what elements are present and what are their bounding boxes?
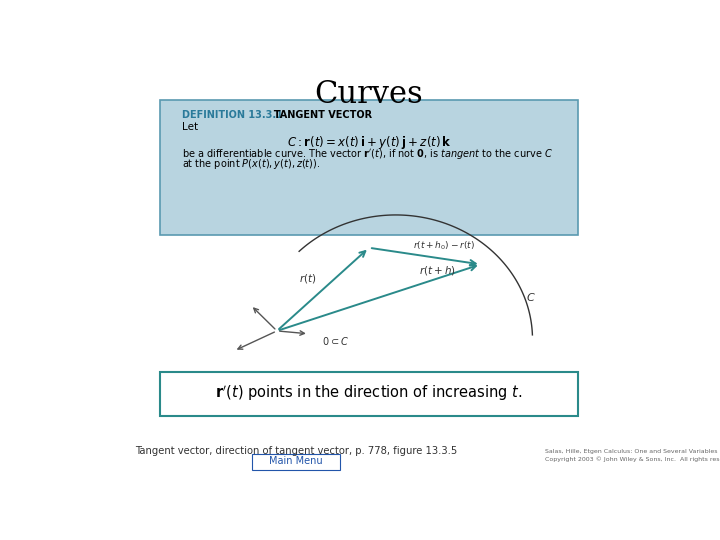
Text: $r(t+h)$: $r(t+h)$ (418, 264, 456, 277)
Text: $\mathbf{r}'(t)$ points in the direction of increasing $t$.: $\mathbf{r}'(t)$ points in the direction… (215, 383, 523, 403)
Text: $r(t+h_0) - r(t)$: $r(t+h_0) - r(t)$ (413, 239, 475, 252)
Text: at the point $P(x(t), y(t), z(t))$.: at the point $P(x(t), y(t), z(t))$. (182, 157, 320, 171)
Text: $C$: $C$ (526, 291, 536, 303)
Text: Main Menu: Main Menu (269, 456, 323, 467)
Text: TANGENT VECTOR: TANGENT VECTOR (267, 110, 372, 120)
Text: Tangent vector, direction of tangent vector, p. 778, figure 13.3.5: Tangent vector, direction of tangent vec… (135, 446, 458, 456)
FancyBboxPatch shape (252, 454, 340, 470)
Text: be a differentiable curve. The vector $\mathbf{r}'(t)$, if not $\mathbf{0}$, is : be a differentiable curve. The vector $\… (182, 147, 553, 161)
Text: $r(t)$: $r(t)$ (299, 272, 316, 285)
Text: Curves: Curves (315, 79, 423, 110)
FancyBboxPatch shape (160, 100, 578, 235)
Text: Let: Let (182, 122, 198, 132)
Text: $C : \mathbf{r}(t) = x(t)\,\mathbf{i} + y(t)\,\mathbf{j} + z(t)\,\mathbf{k}$: $C : \mathbf{r}(t) = x(t)\,\mathbf{i} + … (287, 134, 451, 151)
Text: Salas, Hille, Etgen Calculus: One and Several Variables
Copyright 2003 © John Wi: Salas, Hille, Etgen Calculus: One and Se… (545, 449, 720, 462)
Text: DEFINITION 13.3.1: DEFINITION 13.3.1 (182, 110, 283, 120)
FancyBboxPatch shape (160, 373, 578, 416)
Text: $0 \subset C$: $0 \subset C$ (322, 335, 348, 347)
